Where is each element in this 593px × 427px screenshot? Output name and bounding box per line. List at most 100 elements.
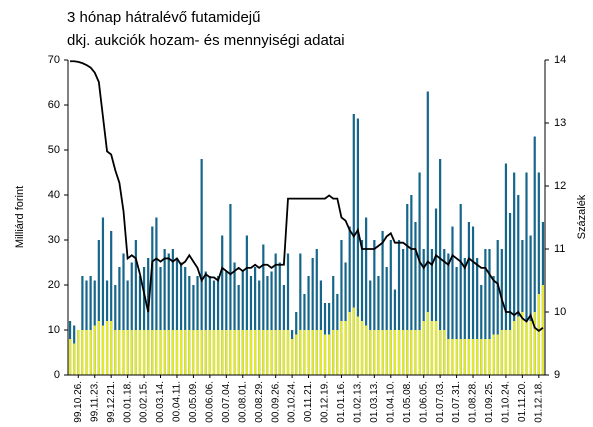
bar [311, 258, 314, 375]
bar [414, 330, 417, 375]
bar [311, 330, 314, 375]
bar [159, 267, 162, 375]
bar [270, 330, 273, 375]
bar [122, 330, 125, 375]
bar [126, 330, 129, 375]
x-tick-label: 00.09.26. [270, 381, 281, 423]
bar [513, 172, 516, 375]
bar [274, 330, 277, 375]
bar [291, 339, 294, 375]
y-tick-label: 50 [48, 144, 60, 156]
x-tick-label: 00.10.24. [287, 381, 298, 423]
bar [229, 330, 232, 375]
x-tick-label: 01.07.03. [435, 381, 446, 423]
bar [356, 118, 360, 375]
bar [175, 258, 179, 375]
bar [406, 204, 409, 375]
bar [155, 217, 158, 375]
bar [517, 195, 520, 375]
bar [319, 330, 322, 375]
bar [303, 330, 306, 375]
bar [110, 321, 113, 375]
bar [142, 330, 146, 375]
bar [459, 204, 462, 375]
bar [68, 339, 72, 375]
bar [463, 258, 466, 375]
bar [447, 339, 450, 375]
x-tick-label: 01.05.08. [402, 381, 413, 423]
bar [245, 235, 248, 375]
bar [167, 330, 170, 375]
bar [249, 276, 253, 375]
bar [138, 276, 142, 375]
bar [188, 276, 191, 375]
bar [286, 253, 290, 375]
bar [418, 330, 421, 375]
bar [77, 330, 80, 375]
bar [85, 280, 88, 375]
bar [467, 339, 471, 375]
y-tick-label: 0 [54, 369, 60, 381]
bar [216, 330, 220, 375]
bar [221, 330, 224, 375]
bar [225, 271, 228, 375]
y-axis-label: Milliárd forint [14, 186, 26, 248]
x-tick-label: 01.01.16. [336, 381, 347, 423]
bar [369, 280, 372, 375]
bar [233, 330, 236, 375]
bar [455, 267, 458, 375]
bar [81, 330, 84, 375]
bar [521, 312, 524, 375]
bar [118, 330, 121, 375]
bar [525, 321, 528, 375]
bar [455, 339, 458, 375]
bar [196, 276, 199, 375]
bar [282, 330, 285, 375]
bar [422, 249, 425, 375]
bar [270, 271, 273, 375]
bar [500, 330, 503, 375]
bar [344, 321, 347, 375]
bar [410, 330, 413, 375]
bar [241, 271, 244, 375]
bar [147, 258, 150, 375]
bar [402, 330, 405, 375]
bar [167, 253, 170, 375]
chart-title: 3 hónap hátralévő futamidejű [67, 9, 260, 26]
bar [134, 240, 137, 375]
bar [253, 267, 257, 375]
bar [142, 267, 146, 375]
x-tick-label: 01.12.18. [533, 381, 544, 423]
bar [385, 330, 388, 375]
bar [463, 339, 466, 375]
bar [89, 330, 92, 375]
bar [340, 321, 343, 375]
bar [541, 285, 545, 375]
y-tick-label: 40 [48, 189, 60, 201]
bar [299, 330, 302, 375]
y2-tick-label: 14 [554, 54, 566, 66]
bar [138, 330, 142, 375]
bar [81, 276, 84, 375]
bar [385, 267, 388, 375]
bar [130, 262, 133, 375]
bar [258, 280, 261, 375]
bar [397, 330, 401, 375]
bar [159, 330, 162, 375]
bar [340, 240, 343, 375]
bar [73, 343, 76, 375]
bar [85, 330, 88, 375]
bar [196, 330, 199, 375]
bar [381, 330, 384, 375]
bar [307, 276, 310, 375]
x-tick-label: 00.08.01. [237, 381, 248, 423]
x-tick-label: 01.10.24. [501, 381, 512, 423]
bar [266, 276, 269, 375]
bar [426, 91, 429, 375]
y2-axis-label: Százalék [576, 194, 588, 239]
bar [500, 249, 503, 375]
bar [171, 249, 174, 375]
bar [533, 136, 536, 375]
bar [93, 325, 96, 375]
x-tick-label: 00.12.19. [320, 381, 331, 423]
